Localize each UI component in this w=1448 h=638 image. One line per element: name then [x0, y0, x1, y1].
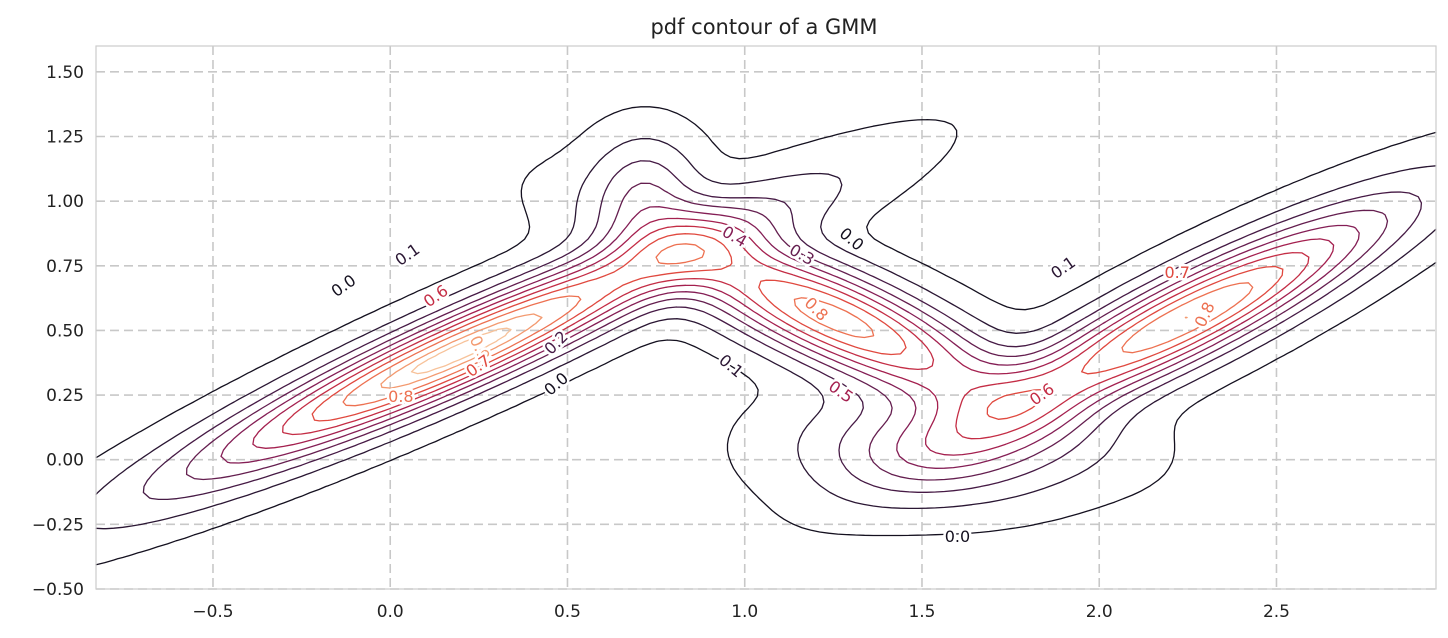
- contour-label: 0.0: [328, 271, 360, 301]
- y-tick-label: 0.50: [46, 321, 84, 341]
- x-tick-label: 0.5: [554, 602, 581, 622]
- contour-level-7: [311, 233, 1284, 422]
- x-tick-label: 2.0: [1086, 602, 1113, 622]
- contour-label: 0.5: [825, 377, 857, 407]
- contour-level-0: [95, 106, 1437, 566]
- contour-level-8: [342, 243, 1254, 407]
- y-axis-ticks: −0.50 −0.25 0.00 0.25 0.50 0.75 1.00 1.25 1.50: [32, 63, 84, 600]
- x-tick-label: 1.0: [731, 602, 758, 622]
- contour-level-3: [185, 182, 1389, 481]
- x-tick-label: 2.5: [1263, 602, 1290, 622]
- x-tick-label: 1.5: [908, 602, 935, 622]
- contour-label: 0.1: [1047, 252, 1079, 282]
- y-tick-label: 1.00: [46, 192, 84, 212]
- contour-label: 0.0: [945, 527, 970, 546]
- x-tick-label: −0.5: [192, 602, 233, 622]
- contour-level-4: [220, 206, 1360, 469]
- plot-frame: [95, 45, 1437, 590]
- contour-label: 0.6: [1026, 379, 1058, 409]
- contour-label: 0.0: [836, 224, 868, 255]
- contour-level-5: [252, 217, 1335, 456]
- contour-lines: [95, 106, 1437, 566]
- y-tick-label: 1.25: [46, 128, 84, 148]
- grid-lines: [96, 46, 1436, 590]
- y-tick-label: −0.25: [32, 515, 84, 535]
- contour-level-2: [142, 160, 1423, 501]
- contour-label: 0.1: [715, 350, 747, 381]
- contour-label: 0.8: [388, 387, 413, 406]
- x-axis-ticks: −0.5 0.0 0.5 1.0 1.5 2.0 2.5: [192, 602, 1290, 622]
- contour-label: 0.7: [1164, 263, 1189, 282]
- y-tick-label: −0.50: [32, 580, 84, 600]
- contour-level-10: [410, 327, 512, 375]
- x-tick-label: 0.0: [377, 602, 404, 622]
- contour-label: 0.3: [786, 240, 818, 269]
- y-tick-label: 0.75: [46, 257, 84, 277]
- y-tick-label: 1.50: [46, 63, 84, 83]
- y-tick-label: 0.00: [46, 451, 84, 471]
- contour-label: 0.4: [719, 222, 751, 251]
- y-tick-label: 0.25: [46, 386, 84, 406]
- contour-level-6: [282, 225, 1310, 440]
- contour-level-1: [95, 138, 1437, 530]
- chart-title: pdf contour of a GMM: [650, 15, 877, 39]
- contour-level-9: [380, 313, 1188, 389]
